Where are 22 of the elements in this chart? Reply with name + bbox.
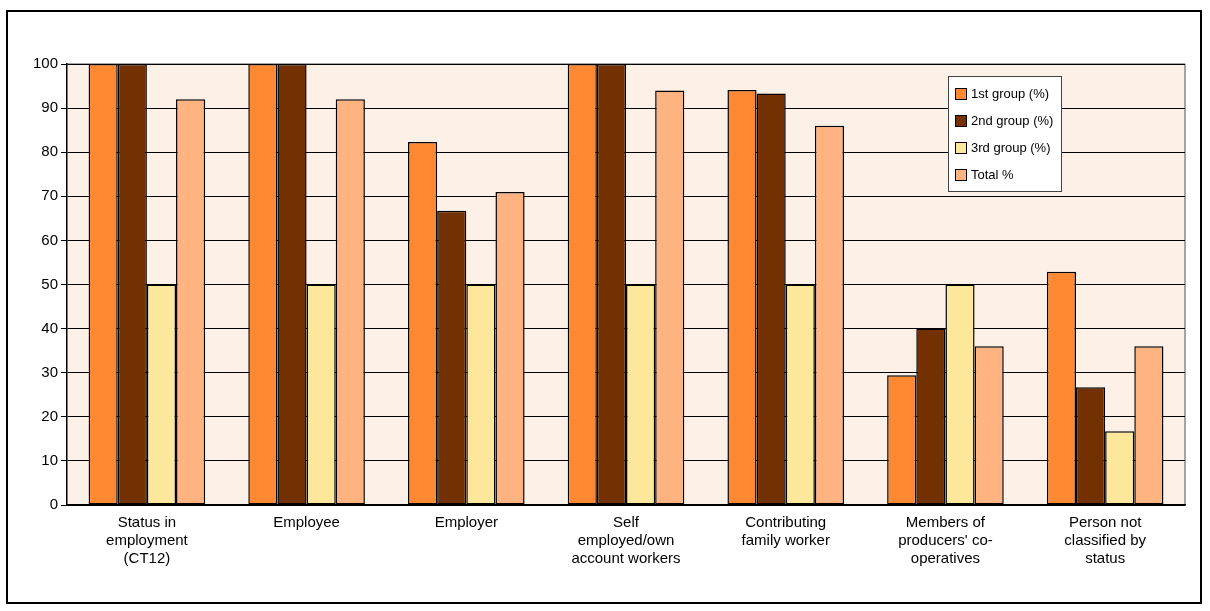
y-tick-label: 60 bbox=[41, 230, 59, 248]
x-tick-label: Employer bbox=[434, 513, 498, 531]
legend-label: 2nd group (%) bbox=[971, 113, 1054, 128]
y-tick-label: 70 bbox=[41, 186, 59, 204]
legend-label: 1st group (%) bbox=[971, 86, 1050, 101]
y-tick-label: 10 bbox=[41, 451, 59, 469]
legend-label: Total % bbox=[971, 167, 1014, 182]
y-tick-label: 90 bbox=[41, 98, 59, 116]
y-tick-label: 80 bbox=[41, 142, 59, 160]
y-tick-label: 30 bbox=[41, 362, 59, 380]
x-tick-label: Person not classified by status bbox=[1064, 513, 1147, 567]
legend-label: 3rd group (%) bbox=[971, 140, 1051, 155]
y-tick-label: 20 bbox=[41, 406, 59, 424]
x-tick-label: Contributing family worker bbox=[741, 513, 830, 549]
y-tick-label: 100 bbox=[33, 54, 59, 72]
x-tick-label: Members of producers' co-operatives bbox=[898, 513, 993, 567]
x-tick-label: Status in employment (CT12) bbox=[106, 513, 189, 567]
y-tick-label: 0 bbox=[49, 495, 59, 513]
y-tick-label: 40 bbox=[41, 318, 59, 336]
x-tick-label: Self employed/own account workers bbox=[571, 513, 681, 567]
x-tick-label: Employee bbox=[273, 513, 340, 531]
y-tick-label: 50 bbox=[41, 274, 59, 292]
